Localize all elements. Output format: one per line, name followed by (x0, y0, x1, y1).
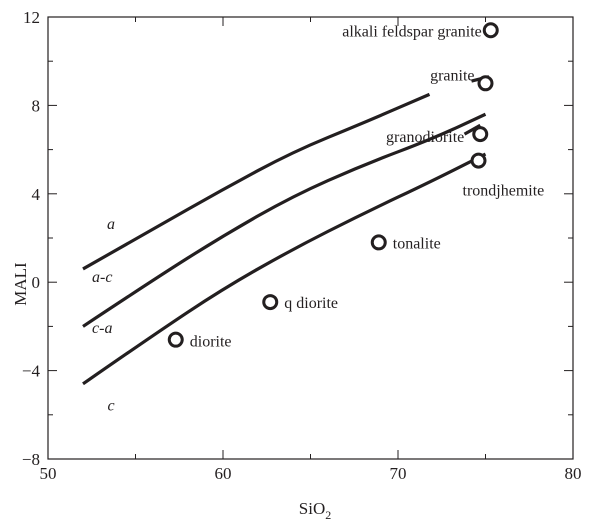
field-label: c-a (92, 320, 112, 337)
data-point-label: tonalite (393, 235, 441, 252)
x-axis-title-main: SiO (299, 499, 325, 518)
x-tick-label: 60 (215, 464, 232, 483)
plot-frame (47, 16, 574, 460)
y-tick-label: 0 (32, 273, 41, 292)
data-point-label: granite (430, 67, 474, 84)
y-axis-title: MALI (11, 262, 30, 306)
data-point-marker (262, 294, 279, 311)
data-point-marker (470, 152, 487, 169)
boundary-curves (82, 75, 490, 386)
boundary-curve-upper (82, 92, 431, 271)
axis-tick-labels: 50 60 70 80 −8 −4 0 4 8 12 (22, 8, 582, 483)
data-point-marker (472, 126, 489, 143)
y-tick-label: 4 (32, 185, 41, 204)
field-labels: a a-c c-a c (92, 216, 115, 414)
y-tick-label: 8 (32, 96, 41, 115)
y-tick-label: −4 (22, 362, 41, 381)
boundary-curve-lower (82, 152, 487, 386)
y-tick-label: 12 (23, 8, 40, 27)
data-point-label: diorite (190, 334, 232, 351)
data-point-marker (482, 22, 499, 39)
x-axis-title: SiO2 (299, 499, 331, 522)
data-point-label: q diorite (284, 295, 338, 312)
data-points: alkali feldspar granite granite granodiori… (167, 22, 545, 351)
data-point-marker (167, 331, 184, 348)
data-point-label: granodiorite (386, 129, 464, 146)
field-label: c (107, 397, 114, 414)
x-tick-label: 70 (390, 464, 407, 483)
y-tick-label: −8 (22, 450, 40, 469)
boundary-curve-middle (82, 112, 487, 328)
field-label: a (107, 216, 115, 233)
axis-ticks (47, 16, 574, 460)
data-point-label: trondjhemite (463, 183, 545, 200)
field-label: a-c (92, 269, 112, 286)
data-point-marker (477, 75, 494, 92)
x-tick-label: 50 (40, 464, 57, 483)
x-tick-label: 80 (565, 464, 582, 483)
x-axis-title-subscript: 2 (325, 508, 331, 522)
axes-frame (47, 16, 574, 460)
data-point-label: alkali feldspar granite (342, 23, 482, 40)
data-point-marker (370, 234, 387, 251)
